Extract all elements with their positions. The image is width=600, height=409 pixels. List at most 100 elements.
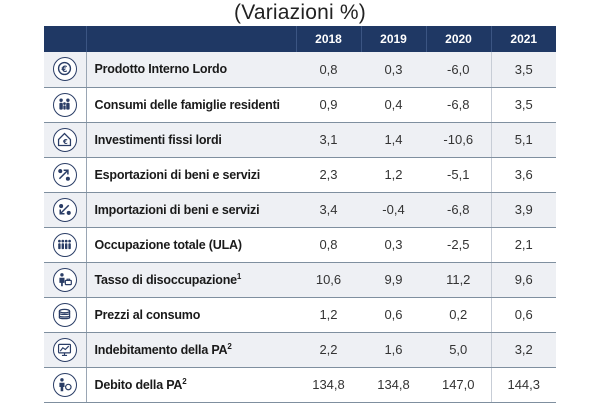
import-arrows-icon xyxy=(52,197,77,222)
value-cell-2018: 10,6 xyxy=(296,262,361,298)
row-icon-cell xyxy=(44,262,87,298)
table-title: (Variazioni %) xyxy=(234,1,366,24)
table-row: Tasso di disoccupazione1 10,6 9,9 11,2 9,6 xyxy=(44,262,556,298)
unemployment-icon xyxy=(52,267,77,292)
row-label-text: Importazioni di beni e servizi xyxy=(94,202,260,217)
value-cell-2021: 3,2 xyxy=(490,332,556,368)
value-cell-2019: 134,8 xyxy=(361,367,426,403)
table-row: Prezzi al consumo 1,2 0,6 0,2 0,6 xyxy=(44,297,556,333)
value-cell-2019: 0,4 xyxy=(361,87,426,123)
value-cell-2021: 9,6 xyxy=(490,262,556,298)
row-icon-cell xyxy=(44,87,87,123)
row-label-text: Prodotto Interno Lordo xyxy=(94,62,228,77)
table-row: € Investimenti fissi lordi 3,1 1,4 -10,6 5,1 xyxy=(44,122,556,158)
value-cell-2019: 1,6 xyxy=(361,332,426,368)
value-cell-2018: 3,4 xyxy=(296,192,361,228)
value-cell-2020: -2,5 xyxy=(426,227,491,263)
value-cell-2018: 3,1 xyxy=(296,122,361,158)
export-arrows-icon xyxy=(52,162,77,187)
row-icon-cell: € xyxy=(44,52,87,88)
value-cell-2020: 5,0 xyxy=(426,332,491,368)
table-row: Esportazioni di beni e servizi 2,3 1,2 -5,1… xyxy=(44,157,556,193)
value-cell-2020: -5,1 xyxy=(426,157,491,193)
row-label: Indebitamento della PA2 xyxy=(86,332,296,368)
column-header: 2020 xyxy=(426,26,492,52)
row-label-text: Debito della PA xyxy=(94,378,183,393)
value-cell-2018: 0,8 xyxy=(296,52,361,88)
value-cell-2021: 5,1 xyxy=(490,122,556,158)
svg-text:€: € xyxy=(60,65,67,75)
footnote-marker: 2 xyxy=(182,376,187,386)
value-cell-2018: 2,2 xyxy=(296,332,361,368)
value-cell-2019: 0,6 xyxy=(361,297,426,333)
deficit-chart-icon xyxy=(52,337,77,362)
value-cell-2018: 0,8 xyxy=(296,227,361,263)
macro-forecast-table: 2018 2019 2020 2021 € Prodotto Interno Lo… xyxy=(44,26,556,403)
header-label-cell xyxy=(86,26,297,52)
table-row: € Prodotto Interno Lordo 0,8 0,3 -6,0 3,5 xyxy=(44,52,556,88)
row-icon-cell xyxy=(44,192,87,228)
row-icon-cell xyxy=(44,157,87,193)
row-icon-cell: € xyxy=(44,122,87,158)
row-label: Tasso di disoccupazione1 xyxy=(86,262,296,298)
table-row: Importazioni di beni e servizi 3,4 -0,4 -6,… xyxy=(44,192,556,228)
column-header: 2019 xyxy=(361,26,427,52)
header-icon-cell xyxy=(44,26,87,52)
table-row: Consumi delle famiglie residenti 0,9 0,4 -6… xyxy=(44,87,556,123)
value-cell-2021: 0,6 xyxy=(490,297,556,333)
value-cell-2019: 1,4 xyxy=(361,122,426,158)
row-label: Esportazioni di beni e servizi xyxy=(86,157,296,193)
header-row: 2018 2019 2020 2021 xyxy=(44,26,556,52)
value-cell-2019: -0,4 xyxy=(361,192,426,228)
column-header: 2021 xyxy=(510,32,538,46)
value-cell-2021: 144,3 xyxy=(490,367,556,403)
row-label: Prodotto Interno Lordo xyxy=(86,52,296,88)
row-label-text: Investimenti fissi lordi xyxy=(94,132,222,147)
value-cell-2020: -10,6 xyxy=(426,122,491,158)
table-row: Debito della PA2 134,8 134,8 147,0 144,3 xyxy=(44,367,556,403)
value-cell-2018: 134,8 xyxy=(296,367,361,403)
value-cell-2019: 0,3 xyxy=(361,227,426,263)
row-label: Investimenti fissi lordi xyxy=(86,122,296,158)
svg-text:€: € xyxy=(62,138,68,146)
footnote-marker: 1 xyxy=(236,271,242,281)
investment-house-icon: € xyxy=(52,127,77,152)
value-cell-2019: 1,2 xyxy=(361,157,426,193)
family-icon xyxy=(52,92,77,117)
row-label: Importazioni di beni e servizi xyxy=(86,192,296,228)
value-cell-2021: 3,6 xyxy=(490,157,556,193)
value-cell-2020: 0,2 xyxy=(426,297,491,333)
value-cell-2021: 3,5 xyxy=(490,87,556,123)
value-cell-2018: 1,2 xyxy=(296,297,361,333)
row-label: Prezzi al consumo xyxy=(86,297,296,333)
row-label-text: Prezzi al consumo xyxy=(94,307,201,322)
debt-person-icon xyxy=(52,372,77,397)
value-cell-2021: 3,5 xyxy=(490,52,556,88)
row-icon-cell xyxy=(44,367,87,403)
row-label-text: Indebitamento della PA xyxy=(94,343,228,358)
value-cell-2021: 2,1 xyxy=(490,227,556,263)
value-cell-2019: 0,3 xyxy=(361,52,426,88)
euro-coin-icon: € xyxy=(52,57,77,82)
row-icon-cell xyxy=(44,332,87,368)
column-header: 2018 xyxy=(296,26,362,52)
value-cell-2018: 0,9 xyxy=(296,87,361,123)
value-cell-2018: 2,3 xyxy=(296,157,361,193)
row-label-text: Tasso di disoccupazione xyxy=(94,273,238,288)
value-cell-2020: -6,0 xyxy=(426,52,491,88)
row-label-text: Esportazioni di beni e servizi xyxy=(94,167,261,182)
value-cell-2021: 3,9 xyxy=(490,192,556,228)
workers-icon xyxy=(52,232,77,257)
value-cell-2020: -6,8 xyxy=(426,87,491,123)
row-icon-cell xyxy=(44,227,87,263)
value-cell-2020: 11,2 xyxy=(426,262,491,298)
table-row: Indebitamento della PA2 2,2 1,6 5,0 3,2 xyxy=(44,332,556,368)
row-label: Debito della PA2 xyxy=(86,367,296,403)
table-row: Occupazione totale (ULA) 0,8 0,3 -2,5 2,1 xyxy=(44,227,556,263)
row-label-text: Consumi delle famiglie residenti xyxy=(94,97,281,112)
row-icon-cell xyxy=(44,297,87,333)
row-label: Consumi delle famiglie residenti xyxy=(86,87,296,123)
footnote-marker: 2 xyxy=(227,341,232,351)
coins-stack-icon xyxy=(52,302,77,327)
row-label: Occupazione totale (ULA) xyxy=(86,227,296,263)
